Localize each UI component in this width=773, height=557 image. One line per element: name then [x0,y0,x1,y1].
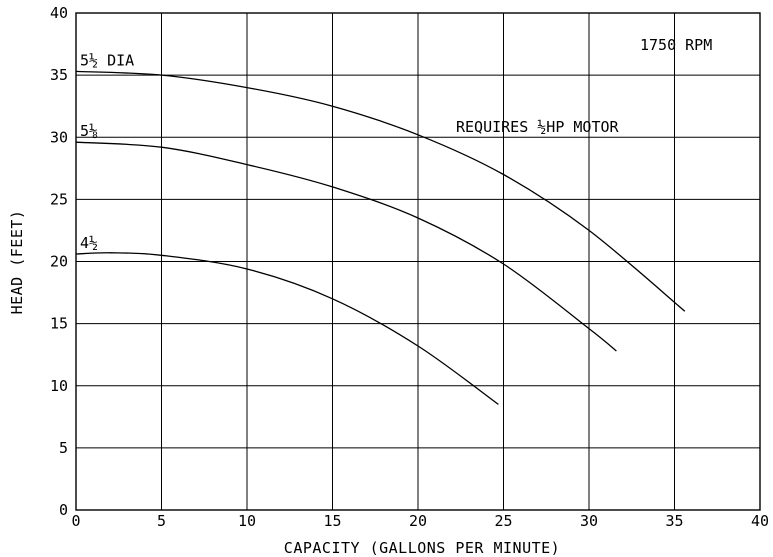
x-tick-label: 40 [751,512,769,530]
x-tick-label: 30 [580,512,598,530]
x-axis-ticks: 0 5 10 15 20 25 30 35 40 [71,512,769,530]
y-tick-label: 40 [50,4,68,22]
curve-2 [75,252,499,405]
motor-annotation: REQUIRES ½HP MOTOR [456,118,620,136]
x-tick-label: 5 [157,512,166,530]
y-tick-label: 10 [50,377,68,395]
y-axis-label: HEAD (FEET) [8,210,26,315]
x-tick-label: 25 [494,512,512,530]
y-tick-label: 20 [50,253,68,271]
curve-0 [75,70,686,312]
curve-labels: 5½ DIA 5⅛ 4½ [80,51,134,252]
y-tick-label: 25 [50,190,68,208]
curve-1 [75,141,617,352]
x-tick-label: 20 [409,512,427,530]
x-tick-label: 0 [71,512,80,530]
y-tick-label: 5 [59,439,68,457]
curves [75,70,686,405]
curve-label-2: 4½ [80,234,98,252]
y-tick-label: 35 [50,66,68,84]
y-axis-ticks: 0 5 10 15 20 25 30 35 40 [50,4,68,519]
curve-label-0: 5½ DIA [80,51,134,69]
x-axis-label: CAPACITY (GALLONS PER MINUTE) [284,539,560,557]
y-tick-label: 30 [50,128,68,146]
rpm-annotation: 1750 RPM [640,36,712,54]
y-tick-label: 15 [50,315,68,333]
x-tick-label: 15 [323,512,341,530]
curve-label-1: 5⅛ [80,122,98,140]
x-tick-label: 35 [665,512,683,530]
x-tick-label: 10 [238,512,256,530]
grid [75,12,761,511]
y-tick-label: 0 [59,501,68,519]
